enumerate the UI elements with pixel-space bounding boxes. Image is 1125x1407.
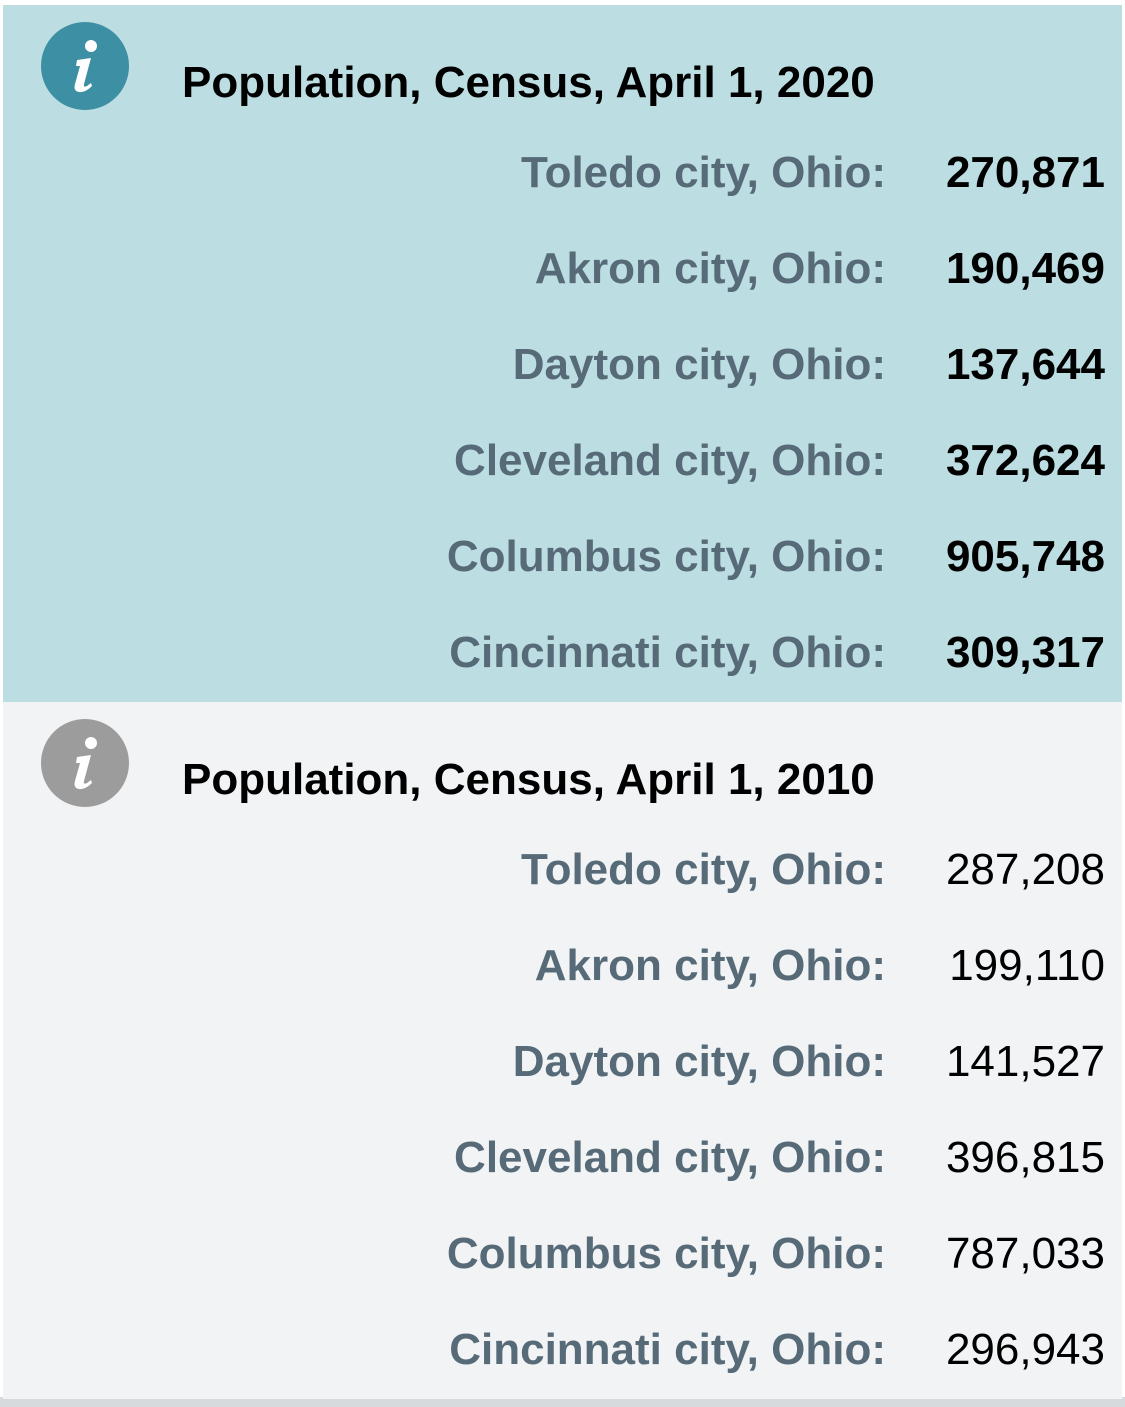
row-value: 199,110: [949, 941, 1105, 990]
row-label: Dayton city, Ohio:: [512, 1037, 886, 1086]
section: Population, Census, April 1, 2010 Toledo …: [3, 702, 1122, 1399]
row-label: Cincinnati city, Ohio:: [449, 1325, 886, 1374]
row-value: 372,624: [945, 436, 1105, 485]
footer-bar: [0, 1397, 1125, 1407]
row-label: Cleveland city, Ohio:: [454, 436, 886, 485]
row-value: 141,527: [945, 1037, 1105, 1086]
row-label: Akron city, Ohio:: [534, 244, 886, 293]
row-value: 270,871: [945, 148, 1105, 197]
row-value: 309,317: [945, 628, 1105, 677]
section-title: Population, Census, April 1, 2020: [182, 58, 875, 107]
info-icon[interactable]: [41, 22, 129, 110]
section-title: Population, Census, April 1, 2010: [182, 755, 875, 804]
row-label: Toledo city, Ohio:: [520, 845, 886, 894]
row-value: 296,943: [945, 1325, 1105, 1374]
row-value: 396,815: [945, 1133, 1105, 1182]
row-label: Cincinnati city, Ohio:: [449, 628, 886, 677]
row-label: Columbus city, Ohio:: [446, 532, 886, 581]
row-label: Akron city, Ohio:: [534, 941, 886, 990]
section: Population, Census, April 1, 2020 Toledo …: [3, 5, 1122, 702]
row-label: Cleveland city, Ohio:: [454, 1133, 886, 1182]
row-label: Toledo city, Ohio:: [520, 148, 886, 197]
row-value: 190,469: [945, 244, 1105, 293]
row-value: 287,208: [945, 845, 1105, 894]
row-label: Dayton city, Ohio:: [512, 340, 886, 389]
row-value: 787,033: [945, 1229, 1105, 1278]
info-icon[interactable]: [41, 719, 129, 807]
row-value: 905,748: [945, 532, 1105, 581]
row-label: Columbus city, Ohio:: [446, 1229, 886, 1278]
row-value: 137,644: [945, 340, 1105, 389]
